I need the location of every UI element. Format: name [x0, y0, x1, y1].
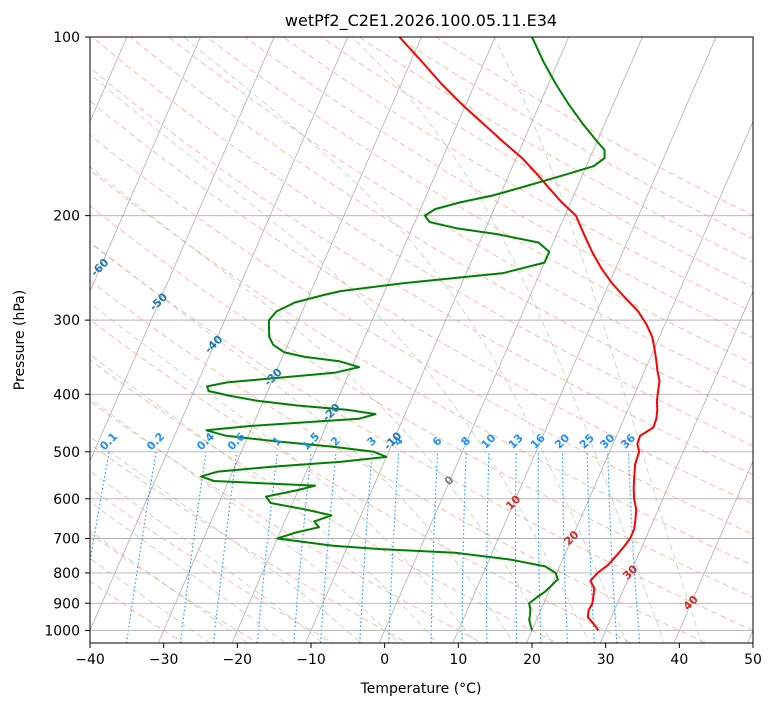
dry-adiabat-line	[167, 37, 753, 392]
dry-adiabat-line	[90, 242, 753, 631]
plot-frame	[89, 36, 754, 644]
moist-adiabat-line	[90, 470, 324, 643]
x-tick-label: 10	[449, 652, 467, 668]
y-tick-label: 100	[53, 30, 80, 46]
dry-adiabat-line	[90, 134, 753, 535]
x-tick-label: 50	[744, 652, 762, 668]
moist-adiabat-line	[90, 397, 400, 643]
moist-adiabat-line	[183, 37, 628, 643]
moist-adiabat-line	[90, 73, 590, 643]
moist-adiabat-line	[90, 166, 553, 643]
y-axis-ticks: 100 200 300 400 500 600 700 800 900 1000	[44, 30, 90, 639]
dry-adiabat-line	[90, 205, 753, 598]
isotherm-line	[526, 120, 753, 643]
x-tick-label: −40	[75, 652, 105, 668]
isotherm-line	[231, 37, 496, 643]
isotherm-line	[90, 37, 349, 632]
x-tick-label: 30	[597, 652, 615, 668]
y-tick-label: 600	[53, 492, 80, 508]
x-axis-title: Temperature (°C)	[360, 681, 482, 697]
dry-adiabat-line	[205, 37, 753, 365]
moist-adiabat-line	[90, 436, 362, 643]
y-tick-label: 700	[53, 532, 80, 548]
isotherm-line	[90, 37, 201, 293]
dry-adiabat-line	[91, 37, 753, 447]
y-tick-label: 800	[53, 566, 80, 582]
dry-adiabat-line	[90, 280, 708, 643]
y-tick-label: 500	[53, 445, 80, 461]
x-axis-ticks: −40 −30 −20 −10 0 10 20 30 40 50	[75, 643, 762, 668]
isotherm-line	[599, 290, 753, 643]
x-tick-label: 0	[380, 652, 389, 668]
temperature-profile-line	[398, 37, 661, 631]
dry-adiabat-line	[320, 37, 753, 288]
isotherm-line	[90, 37, 275, 462]
dry-adiabat-line	[90, 487, 334, 643]
moist-adiabat-line	[90, 240, 515, 643]
isotherm-line	[378, 37, 643, 643]
profiles	[200, 37, 661, 631]
x-tick-label: −30	[149, 652, 179, 668]
dry-adiabat-line	[90, 359, 558, 643]
y-tick-label: 200	[53, 209, 80, 225]
moist-adiabat-line	[90, 501, 286, 643]
moist-adiabat-line	[90, 530, 248, 643]
dry-adiabat-line	[90, 533, 259, 643]
x-tick-label: −20	[223, 652, 253, 668]
moist-adiabat-line	[90, 353, 438, 643]
y-axis-title: Pressure (hPa)	[12, 290, 28, 390]
y-tick-label: 900	[53, 596, 80, 612]
x-tick-label: −10	[296, 652, 326, 668]
y-tick-label: 400	[53, 387, 80, 403]
x-tick-label: 20	[523, 652, 541, 668]
isotherm-line	[157, 37, 422, 643]
x-tick-label: 40	[670, 652, 688, 668]
isotherm-line	[90, 37, 128, 123]
y-tick-label: 300	[53, 313, 80, 329]
dewpoint-profile-line	[200, 37, 606, 631]
isotherm-line	[673, 459, 753, 643]
moist-adiabat-line	[351, 37, 665, 643]
dry-adiabat-line	[90, 169, 753, 567]
moist-adiabat-line	[90, 302, 477, 643]
chart-title: wetPf2_C2E1.2026.100.05.11.E34	[285, 11, 557, 31]
pressure-gridlines	[90, 37, 753, 631]
dry-adiabat-line	[282, 37, 753, 313]
y-tick-label: 1000	[44, 623, 80, 639]
dry-adiabat-line	[90, 400, 484, 643]
